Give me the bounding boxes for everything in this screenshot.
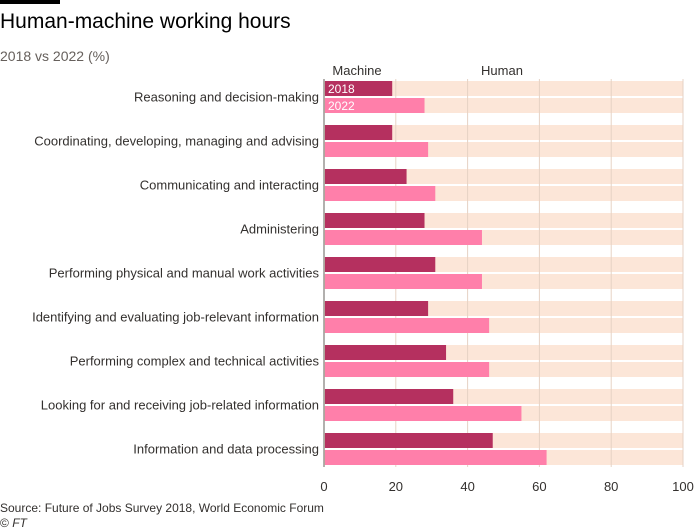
copyright-symbol: © <box>0 516 9 530</box>
bar-2018 <box>325 257 436 272</box>
category-label: Identifying and evaluating job-relevant … <box>32 310 319 325</box>
x-tick-label: 20 <box>389 479 403 494</box>
bar-2022 <box>325 186 436 201</box>
category-label: Reasoning and decision-making <box>134 90 319 105</box>
bar-2018 <box>325 125 393 140</box>
credit: © FT <box>0 516 27 530</box>
chart-subtitle: 2018 vs 2022 (%) <box>0 48 110 64</box>
bar-2018 <box>325 169 407 184</box>
x-tick-label: 40 <box>460 479 474 494</box>
bar-2018 <box>325 389 454 404</box>
bar-2022 <box>325 230 482 245</box>
human-bar <box>324 169 683 184</box>
bar-2018 <box>325 301 429 316</box>
category-label: Performing physical and manual work acti… <box>49 266 320 281</box>
source-note: Source: Future of Jobs Survey 2018, Worl… <box>0 501 324 515</box>
x-tick-label: 80 <box>604 479 618 494</box>
column-header-machine: Machine <box>332 63 381 78</box>
bar-2022 <box>325 98 425 113</box>
x-tick-label: 100 <box>672 479 694 494</box>
bar-2018 <box>325 345 447 360</box>
series-label-2018: 2018 <box>328 82 355 96</box>
series-label-2022: 2022 <box>328 99 355 113</box>
bar-chart: 2018 2022 Reasoning and decision-making Co… <box>32 63 694 494</box>
category-label: Coordinating, developing, managing and a… <box>34 134 319 149</box>
machine-share-bars: 2018 2022 <box>325 81 547 465</box>
column-headers: Machine Human <box>332 63 523 78</box>
bar-2022 <box>325 318 490 333</box>
category-label: Information and data processing <box>133 442 319 457</box>
category-label: Looking for and receiving job-related in… <box>41 398 319 413</box>
bar-2018 <box>325 81 393 96</box>
bar-2022 <box>325 142 429 157</box>
bar-2018 <box>325 213 425 228</box>
ft-credit: FT <box>12 516 27 530</box>
bar-2022 <box>325 362 490 377</box>
bar-2018 <box>325 433 493 448</box>
x-tick-label: 60 <box>532 479 546 494</box>
column-header-human: Human <box>481 63 523 78</box>
top-rule <box>0 0 60 4</box>
x-axis: 0 20 40 60 80 100 <box>320 479 693 494</box>
human-bar <box>324 125 683 140</box>
category-label: Administering <box>240 222 319 237</box>
gridlines <box>323 79 684 467</box>
chart-title: Human-machine working hours <box>0 10 291 33</box>
category-label: Performing complex and technical activit… <box>70 354 320 369</box>
category-label: Communicating and interacting <box>140 178 319 193</box>
bar-2022 <box>325 406 522 421</box>
human-bar <box>324 81 683 96</box>
bar-2022 <box>325 450 547 465</box>
bar-2022 <box>325 274 482 289</box>
category-labels: Reasoning and decision-making Coordinatin… <box>32 90 319 457</box>
x-tick-label: 0 <box>320 479 327 494</box>
